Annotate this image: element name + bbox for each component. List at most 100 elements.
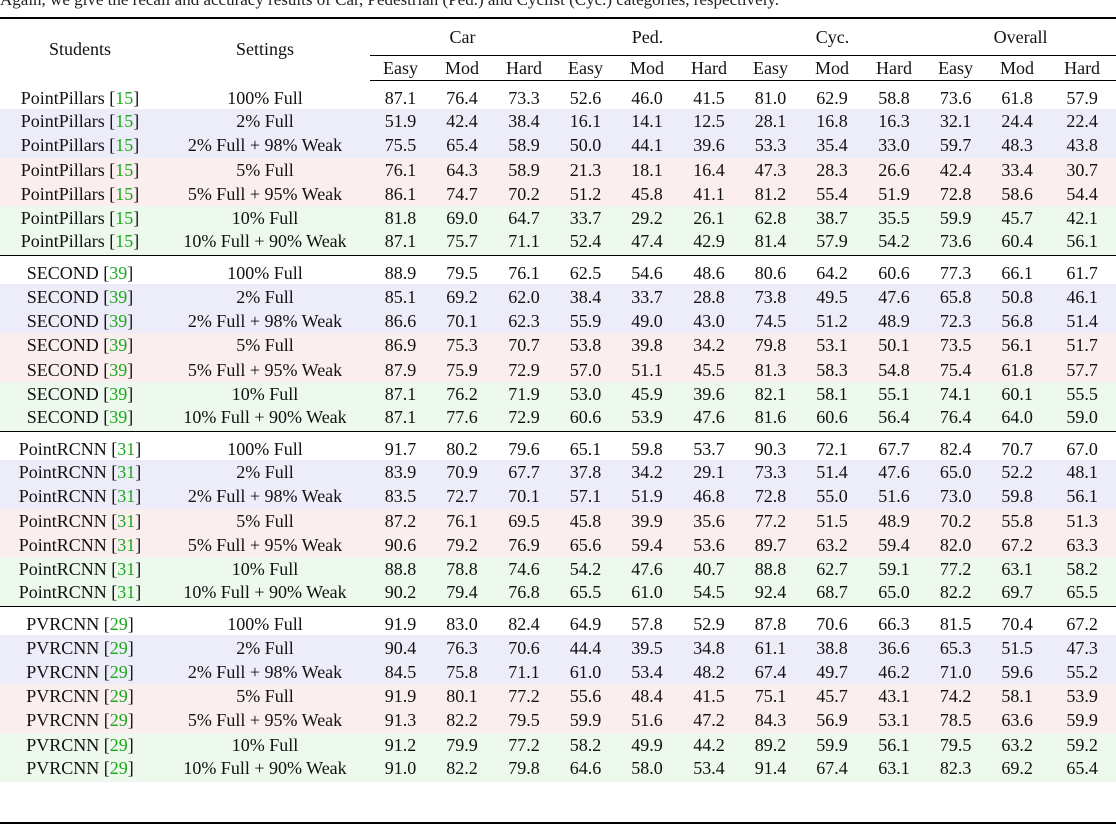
student-name: SECOND: [26, 335, 99, 356]
metric-cell: 38.4: [555, 284, 617, 309]
metric-cell: 42.4: [431, 109, 493, 134]
citation-link[interactable]: 31: [117, 510, 136, 531]
citation-link[interactable]: 39: [109, 359, 128, 380]
citation-link[interactable]: 29: [109, 686, 128, 707]
metric-cell: 48.1: [1048, 459, 1116, 485]
metric-cell: 67.2: [1048, 606, 1116, 636]
metric-cell: 45.8: [555, 508, 617, 533]
metric-cell: 51.2: [801, 308, 864, 334]
table-row: PointRCNN [31] 2% Full 83.9 70.9 67.7 37.8 34.…: [0, 459, 1116, 485]
setting-cell: 10% Full: [160, 206, 370, 231]
student-name: PVRCNN: [26, 637, 100, 658]
setting-cell: 2% Full: [160, 459, 370, 485]
metric-cell: 76.9: [493, 532, 556, 558]
metric-cell: 79.5: [493, 708, 556, 733]
student-name: PointPillars: [20, 159, 105, 180]
metric-cell: 91.2: [370, 732, 431, 757]
table-row: PVRCNN [29] 5% Full 91.9 80.1 77.2 55.6 48.4 41…: [0, 684, 1116, 709]
metric-cell: 33.0: [863, 133, 926, 158]
citation-link[interactable]: 29: [109, 614, 128, 635]
citation-link[interactable]: 29: [109, 710, 128, 731]
metric-cell: 91.9: [370, 606, 431, 636]
metric-cell: 65.1: [555, 430, 617, 460]
citation-link[interactable]: 15: [115, 184, 134, 205]
citation-link[interactable]: 39: [109, 286, 128, 307]
setting-cell: 100% Full: [160, 430, 370, 460]
citation-link[interactable]: 39: [109, 263, 128, 284]
table-row: PVRCNN [29] 2% Full + 98% Weak 84.5 75.8 71.…: [0, 659, 1116, 685]
level-header: Easy: [370, 55, 431, 81]
citation-link[interactable]: 31: [117, 535, 136, 555]
metric-cell: 86.6: [370, 308, 431, 334]
metric-cell: 58.8: [878, 88, 910, 108]
metric-cell: 64.7: [493, 206, 556, 231]
metric-cell: 51.5: [801, 508, 864, 533]
metric-cell: 52.9: [678, 606, 741, 636]
student-cell: PVRCNN [29]: [0, 635, 160, 660]
metric-cell: 50.8: [986, 284, 1049, 309]
citation-link[interactable]: 29: [109, 661, 128, 682]
student-name: PointPillars: [20, 184, 105, 205]
metric-cell: 88.9: [370, 255, 431, 285]
citation-link[interactable]: 15: [115, 111, 134, 132]
metric-cell: 53.9: [1048, 684, 1116, 709]
metric-cell: 71.0: [925, 659, 987, 685]
citation-bracket: ]: [135, 462, 142, 483]
metric-cell: 58.9: [493, 157, 556, 182]
citation-link[interactable]: 31: [117, 462, 136, 483]
citation-link[interactable]: 29: [109, 734, 128, 755]
metric-cell: 49.0: [616, 308, 679, 334]
metric-cell: 62.9: [816, 88, 848, 108]
setting-cell: 5% Full + 95% Weak: [160, 532, 370, 558]
citation-link[interactable]: 15: [115, 208, 134, 229]
metric-cell: 55.0: [801, 484, 864, 509]
citation-link[interactable]: 29: [109, 757, 128, 778]
metric-cell: 83.9: [370, 459, 431, 485]
citation-link[interactable]: 39: [109, 406, 128, 427]
metric-cell: 67.4: [740, 659, 802, 685]
metric-cell: 54.8: [863, 357, 926, 382]
citation-bracket: [: [106, 462, 118, 483]
metric-cell: 81.8: [370, 206, 431, 231]
setting-cell: 100% Full: [227, 87, 303, 108]
citation-link[interactable]: 15: [115, 87, 134, 108]
metric-cell: 75.3: [431, 333, 493, 358]
citation-link[interactable]: 39: [109, 335, 128, 356]
student-cell: PointRCNN [31]: [0, 484, 160, 509]
metric-cell: 67.7: [493, 459, 556, 485]
metric-cell: 59.4: [616, 532, 679, 558]
metric-cell: 79.4: [431, 581, 493, 607]
metric-cell: 70.2: [493, 181, 556, 207]
citation-link[interactable]: 39: [109, 383, 128, 404]
metric-cell: 65.0: [863, 581, 926, 607]
metric-cell: 41.5: [678, 684, 741, 709]
level-header: Mod: [801, 55, 864, 81]
citation-link[interactable]: 31: [117, 582, 136, 603]
student-cell: PointPillars [15]: [0, 230, 160, 256]
metric-cell: 57.9: [801, 230, 864, 256]
citation-link[interactable]: 15: [115, 159, 134, 180]
citation-link[interactable]: 15: [115, 231, 134, 252]
metric-cell: 81.3: [740, 357, 802, 382]
citation-link[interactable]: 39: [109, 310, 128, 331]
citation-bracket: ]: [133, 208, 140, 229]
metric-cell: 69.7: [986, 581, 1049, 607]
metric-cell: 26.1: [678, 206, 741, 231]
metric-cell: 58.9: [493, 133, 556, 158]
level-header: Hard: [678, 55, 741, 81]
citation-link[interactable]: 29: [109, 637, 128, 658]
citation-link[interactable]: 31: [117, 559, 136, 580]
metric-cell: 87.1: [370, 405, 431, 432]
table-row: PointPillars [15] 10% Full 81.8 69.0 64.7 33.…: [0, 206, 1116, 231]
citation-bracket: ]: [135, 486, 142, 507]
metric-cell: 74.2: [925, 684, 987, 709]
metric-cell: 38.7: [801, 206, 864, 231]
student-cell: PointPillars [15]: [0, 157, 160, 182]
metric-cell: 86.9: [370, 333, 431, 358]
citation-link[interactable]: 15: [115, 135, 134, 156]
citation-link[interactable]: 31: [117, 438, 136, 459]
citation-link[interactable]: 31: [117, 486, 136, 507]
metric-cell: 60.6: [801, 405, 864, 432]
header-row-levels: Easy Mod Hard Easy Mod Hard Easy Mod Har…: [0, 55, 1116, 81]
metric-cell: 90.3: [740, 430, 802, 460]
